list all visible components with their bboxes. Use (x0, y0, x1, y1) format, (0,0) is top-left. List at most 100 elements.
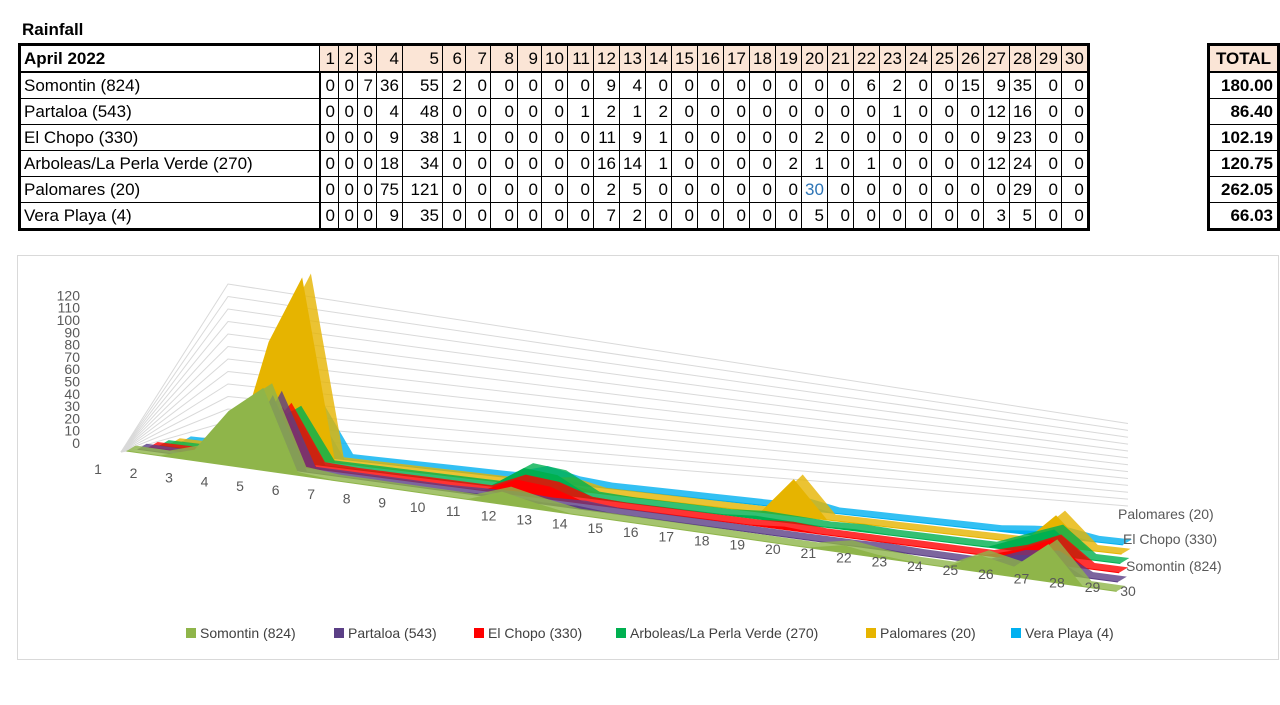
rain-value: 0 (774, 202, 802, 230)
rain-value: 0 (1060, 202, 1089, 230)
table-row: Vera Playa (4) 0 0 0 9 35 0 0 0 0 0 0 7 2 0 0 0 0 0 0 5 0 0 0 0 0… (19, 202, 1089, 230)
day-header: 21 (826, 44, 854, 73)
rain-value: 0 (566, 176, 594, 203)
rain-value: 0 (644, 202, 672, 230)
x-tick-label: 7 (307, 486, 315, 502)
legend-label: El Chopo (330) (488, 625, 582, 641)
x-tick-label: 25 (943, 562, 959, 578)
total-value: 66.03 (1208, 202, 1279, 230)
rain-value: 0 (852, 202, 880, 230)
table-row: Arboleas/La Perla Verde (270) 0 0 0 18 34 0 0 0 0… (19, 150, 1089, 177)
total-value: 120.75 (1208, 150, 1279, 177)
rain-value: 0 (357, 124, 377, 151)
y-tick-label: 30 (64, 398, 80, 414)
station-name: Partaloa (543) (19, 98, 321, 125)
rain-value: 0 (540, 124, 568, 151)
station-name: Arboleas/La Perla Verde (270) (19, 150, 321, 177)
legend-swatch (866, 628, 876, 638)
rain-value: 1 (800, 150, 828, 177)
rain-value: 0 (930, 176, 958, 203)
day-header: 27 (982, 44, 1010, 73)
rain-value: 0 (1034, 176, 1062, 203)
series-area (126, 383, 1126, 592)
station-name: Vera Playa (4) (19, 202, 321, 230)
rain-value: 0 (441, 202, 466, 230)
rain-value: 0 (644, 176, 672, 203)
x-tick-label: 19 (730, 537, 746, 553)
depth-axis-label: Palomares (20) (1118, 506, 1214, 522)
rain-value: 0 (670, 150, 698, 177)
rain-value: 0 (722, 202, 750, 230)
rain-value: 0 (566, 124, 594, 151)
rain-value: 2 (592, 176, 620, 203)
day-header: 8 (489, 44, 518, 73)
legend-item: El Chopo (330) (474, 625, 582, 641)
rain-value: 0 (1060, 98, 1089, 125)
rain-value: 121 (401, 176, 443, 203)
legend-swatch (334, 628, 344, 638)
x-tick-label: 10 (410, 499, 426, 515)
rain-value: 0 (566, 71, 594, 99)
y-tick-label: 40 (64, 386, 80, 402)
rain-value: 0 (722, 150, 750, 177)
rain-value: 0 (1060, 176, 1089, 203)
gridline (120, 370, 1129, 473)
totals-table: TOTAL 180.00 86.40 102.19 120.75 262.05 66.03 (1207, 43, 1280, 231)
rain-value: 0 (904, 150, 932, 177)
day-header: 17 (722, 44, 750, 73)
legend-swatch (474, 628, 484, 638)
rain-value: 0 (930, 71, 958, 99)
day-header: 4 (376, 44, 403, 73)
rain-value: 0 (319, 176, 339, 203)
rain-value: 3 (982, 202, 1010, 230)
rain-value: 0 (696, 202, 724, 230)
rain-value: 0 (930, 150, 958, 177)
rain-value: 0 (464, 124, 491, 151)
x-tick-label: 2 (130, 465, 138, 481)
gridline (120, 358, 1129, 466)
day-header: 12 (592, 44, 620, 73)
rain-value: 0 (1034, 124, 1062, 151)
rain-value: 0 (1034, 71, 1062, 99)
rain-value: 0 (319, 124, 339, 151)
total-row: 120.75 (1208, 150, 1279, 177)
total-value: 86.40 (1208, 98, 1279, 125)
rain-value: 0 (516, 150, 542, 177)
rain-value: 0 (464, 202, 491, 230)
rain-value: 2 (441, 71, 466, 99)
day-header: 22 (852, 44, 880, 73)
legend-label: Vera Playa (4) (1025, 625, 1114, 641)
day-header: 19 (774, 44, 802, 73)
x-tick-label: 4 (201, 474, 209, 490)
legend-item: Partaloa (543) (334, 625, 437, 641)
rain-value: 5 (618, 176, 646, 203)
legend-swatch (186, 628, 196, 638)
rain-value: 48 (401, 98, 443, 125)
gridline (120, 383, 1129, 479)
x-tick-label: 17 (658, 528, 674, 544)
total-row: 66.03 (1208, 202, 1279, 230)
rain-value: 0 (774, 71, 802, 99)
day-header: 24 (904, 44, 932, 73)
x-tick-label: 6 (272, 482, 280, 498)
rain-value: 0 (722, 124, 750, 151)
rain-value: 0 (516, 176, 542, 203)
day-header: 13 (618, 44, 646, 73)
gridline (120, 395, 1129, 486)
rain-value: 1 (878, 98, 906, 125)
rain-value: 0 (670, 176, 698, 203)
rain-value: 1 (644, 124, 672, 151)
depth-axis-label: El Chopo (330) (1123, 531, 1217, 547)
rain-value: 0 (338, 124, 358, 151)
x-tick-label: 29 (1085, 579, 1101, 595)
rain-value: 0 (852, 124, 880, 151)
rain-value: 0 (696, 71, 724, 99)
rain-value: 0 (878, 124, 906, 151)
rain-value: 0 (774, 176, 802, 203)
rain-value: 0 (852, 176, 880, 203)
rain-value: 0 (696, 124, 724, 151)
rain-value: 2 (644, 98, 672, 125)
rain-value: 0 (956, 124, 984, 151)
rain-value: 0 (540, 150, 568, 177)
